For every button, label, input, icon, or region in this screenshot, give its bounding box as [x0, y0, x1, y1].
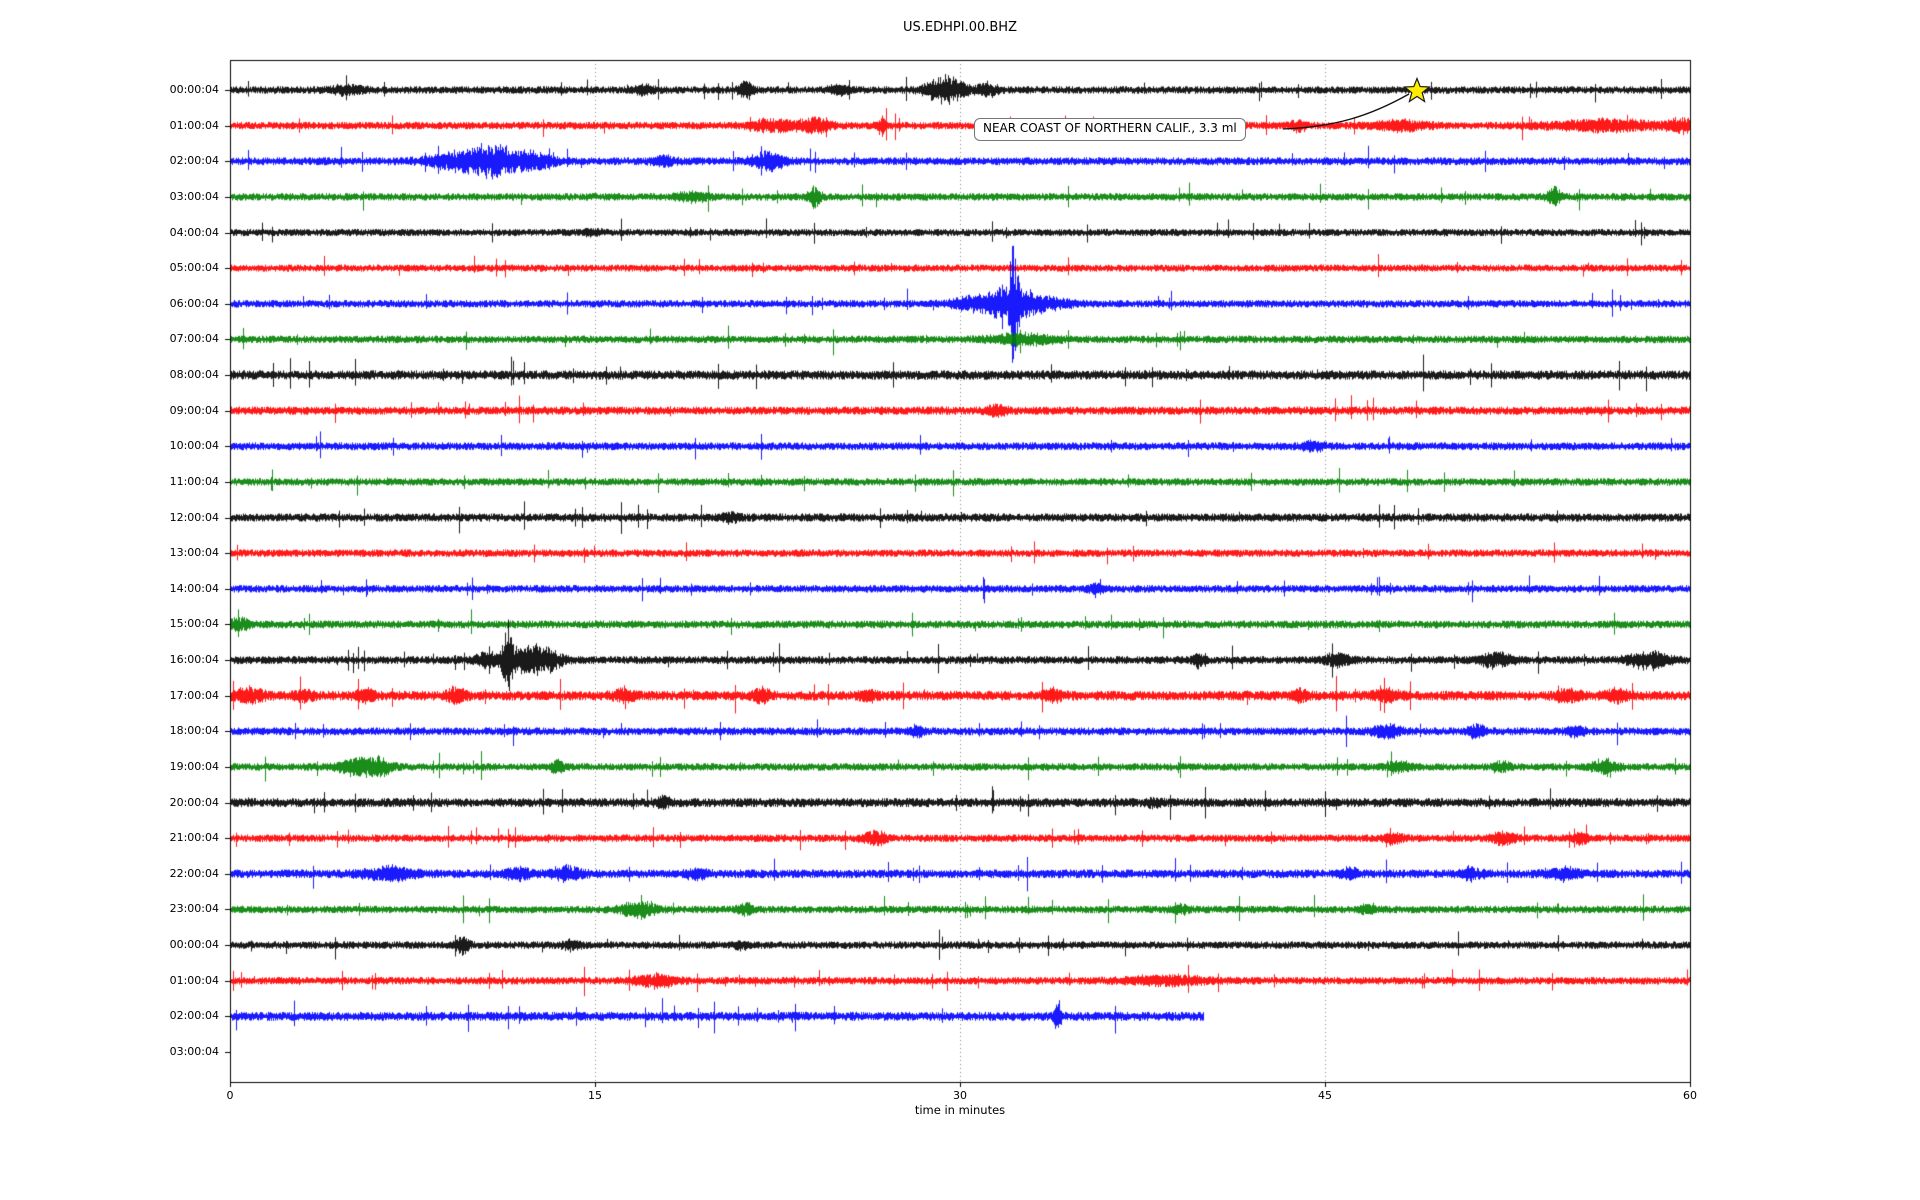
y-tick-label: 05:00:04	[169, 261, 219, 275]
y-tick-label: 00:00:04	[169, 83, 219, 96]
event-annotation: NEAR COAST OF NORTHERN CALIF., 3.3 ml	[974, 118, 1246, 141]
y-tick-label: 11:00:04	[169, 474, 219, 488]
y-tick-label: 04:00:04	[169, 225, 219, 239]
y-tick-label: 22:00:04	[169, 866, 219, 880]
y-tick-label: 19:00:04	[169, 759, 219, 773]
event-star-icon	[1403, 77, 1432, 103]
y-tick-label: 08:00:04	[169, 368, 219, 382]
y-tick-label: 17:00:04	[169, 688, 219, 702]
y-tick-label: 06:00:04	[169, 296, 219, 310]
y-tick-label: 21:00:04	[169, 831, 219, 845]
y-tick-label: 13:00:04	[169, 546, 219, 560]
y-tick-label: 18:00:04	[169, 724, 219, 738]
x-tick-label: 60	[1683, 1089, 1697, 1102]
figure-title: US.EDHPI.00.BHZ	[903, 20, 1017, 35]
y-tick-label: 03:00:04	[169, 189, 219, 203]
y-tick-label: 02:00:04	[169, 1009, 219, 1023]
y-tick-label: 12:00:04	[169, 510, 219, 524]
y-tick-label: 02:00:04	[169, 154, 219, 168]
y-tick-label: 14:00:04	[169, 581, 219, 595]
x-tick-label: 15	[588, 1089, 602, 1102]
y-tick-label: 20:00:04	[169, 795, 219, 809]
y-tick-label: 07:00:04	[169, 332, 219, 346]
y-tick-label: 01:00:04	[169, 118, 219, 132]
y-tick-label: 01:00:04	[169, 973, 219, 987]
x-tick-label: 30	[953, 1089, 967, 1102]
y-tick-label: 03:00:04	[169, 1045, 219, 1058]
y-tick-label: 23:00:04	[169, 902, 219, 916]
annotation-leader-line	[1282, 93, 1410, 130]
x-tick-label: 0	[226, 1089, 234, 1102]
y-tick-label: 00:00:04	[169, 938, 219, 952]
x-axis-title: time in minutes	[914, 1103, 1006, 1117]
y-tick-label: 16:00:04	[169, 653, 219, 667]
y-tick-label: 09:00:04	[169, 403, 219, 417]
x-tick-label: 45	[1318, 1089, 1332, 1102]
y-tick-label: 10:00:04	[169, 439, 219, 453]
y-tick-label: 15:00:04	[169, 617, 219, 631]
